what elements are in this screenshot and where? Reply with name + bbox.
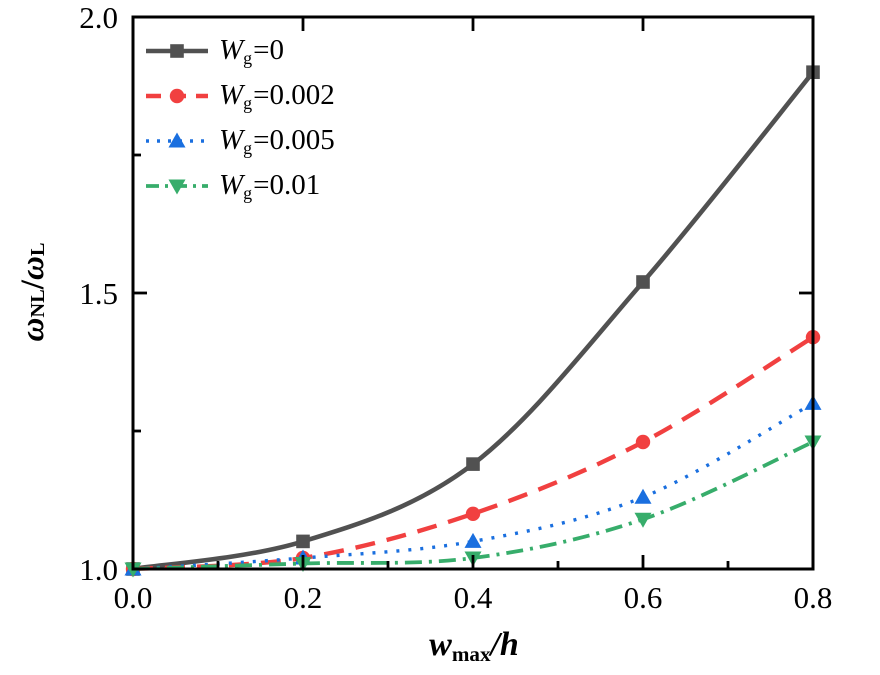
legend-item-wg0005: Wg=0.005 bbox=[146, 118, 335, 163]
legend-symbol: W bbox=[219, 34, 244, 66]
legend-subscript: g bbox=[243, 48, 253, 69]
legend-value: =0 bbox=[253, 34, 285, 66]
legend-swatch-wg0002 bbox=[146, 88, 208, 103]
y-label-sub-l: L bbox=[27, 242, 50, 257]
legend-swatch-wg001 bbox=[146, 179, 208, 194]
legend-label-wg0005: Wg=0.005 bbox=[219, 124, 335, 159]
legend-item-wg0002: Wg=0.002 bbox=[146, 73, 335, 118]
x-label-over-h: /h bbox=[490, 626, 519, 663]
legend-swatch-wg0005 bbox=[146, 132, 208, 147]
y-label-omega-l: ω bbox=[14, 256, 51, 281]
legend-swatch-wg0 bbox=[146, 43, 208, 58]
x-axis-label: wmax/h bbox=[354, 626, 594, 666]
y-tick-label: 2.0 bbox=[79, 0, 118, 35]
y-tick-label: 1.0 bbox=[79, 552, 118, 587]
legend-subscript: g bbox=[243, 138, 253, 159]
legend-label-wg001: Wg=0.01 bbox=[219, 169, 321, 204]
y-label-slash: / bbox=[14, 280, 51, 290]
y-label-sub-nl: NL bbox=[27, 289, 50, 318]
legend-label-wg0: Wg=0 bbox=[219, 34, 285, 69]
legend-label-wg0002: Wg=0.002 bbox=[219, 79, 335, 114]
x-tick-label: 0.4 bbox=[454, 580, 493, 615]
y-label-omega-nl: ω bbox=[14, 317, 51, 342]
x-tick-label: 0.6 bbox=[624, 580, 663, 615]
x-tick-label: 0.0 bbox=[114, 580, 153, 615]
x-label-w: w bbox=[429, 626, 452, 663]
y-tick-label: 1.5 bbox=[79, 276, 118, 311]
x-tick-label: 0.2 bbox=[284, 580, 323, 615]
x-label-sub-max: max bbox=[451, 641, 491, 666]
legend-symbol: W bbox=[219, 169, 244, 201]
legend-value: =0.01 bbox=[253, 169, 321, 201]
legend-value: =0.005 bbox=[253, 124, 335, 156]
legend-item-wg0: Wg=0 bbox=[146, 28, 335, 73]
x-tick-label: 0.8 bbox=[794, 580, 833, 615]
legend-subscript: g bbox=[243, 93, 253, 114]
legend-value: =0.002 bbox=[253, 79, 335, 111]
legend-symbol: W bbox=[219, 124, 244, 156]
y-axis-label: ω NL / ω L bbox=[11, 161, 55, 423]
legend-subscript: g bbox=[243, 183, 253, 204]
legend-symbol: W bbox=[219, 79, 244, 111]
legend: Wg=0 Wg=0.002 Wg=0.005 Wg=0.01 bbox=[146, 28, 335, 208]
legend-item-wg001: Wg=0.01 bbox=[146, 163, 335, 208]
